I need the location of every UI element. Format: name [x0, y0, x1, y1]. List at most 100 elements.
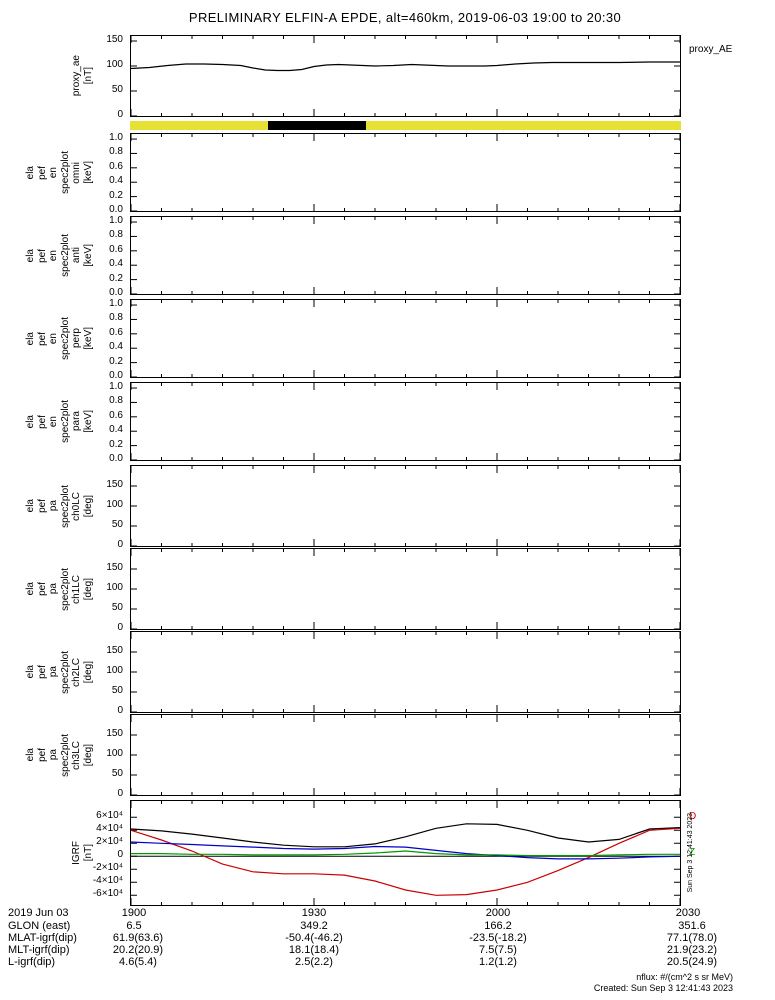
series-H-blue: [131, 841, 680, 860]
glon-value: 349.2: [300, 920, 328, 932]
ytick-label: 50: [111, 685, 123, 696]
en-anti-yticks: 0.0 0.2 0.4 0.6 0.8 1.0: [76, 215, 126, 298]
plot-title: PRELIMINARY ELFIN-A EPDE, alt=460km, 201…: [188, 10, 622, 25]
availability-bar: [130, 121, 681, 130]
ytick-label: 0.6: [109, 326, 123, 338]
ytick-label: 0.0: [109, 204, 123, 215]
ytick-label: 100: [106, 59, 123, 70]
ytick-label: 100: [106, 499, 123, 510]
en-omni-plotbox: [130, 133, 681, 212]
y-axis-label-word: pa: [48, 749, 59, 761]
ytick-label: 150: [106, 562, 123, 573]
ytick-label: 50: [111, 84, 123, 95]
en_para-canvas: [131, 383, 680, 460]
ytick-label: -6×10⁴: [92, 888, 123, 900]
y-axis-label-word: spec2plot: [59, 650, 71, 694]
panel-proxy-ae: proxy_ae [nT] 0 50 100 150 proxy_AE: [0, 35, 775, 120]
ytick-label: 0.4: [109, 175, 123, 187]
legend-Z: Z: [689, 846, 696, 858]
ytick-label: 0: [117, 849, 123, 861]
mlt-value: 20.2(20.9): [112, 944, 164, 956]
mlat-value: -23.5(-18.2): [469, 932, 527, 944]
ytick-label: 150: [106, 728, 123, 739]
mlat-value: 77.1(78.0): [666, 932, 718, 944]
y-axis-label-word: spec2plot: [59, 317, 71, 360]
ytick-label: 50: [111, 519, 123, 530]
ytick-label: 0.0: [109, 287, 123, 298]
panel-en-para: ela pef en spec2plot para [keV] 0.0 0.2 0.4 0.6 0…: [0, 382, 775, 464]
ytick-label: 50: [111, 602, 123, 613]
y-axis-label-word: spec2plot: [59, 151, 71, 194]
side-timestamp: Sun Sep 3 12:41:43 2023: [687, 799, 694, 907]
row-label-glon: GLON (east): [8, 920, 71, 932]
ytick-label: 0.4: [109, 341, 123, 353]
row-label-date: 2019 Jun 03: [8, 907, 69, 919]
ytick-label: 100: [106, 665, 123, 676]
igrf-canvas: [131, 801, 680, 905]
en-perp-plotbox: [130, 299, 681, 378]
y-axis-label-word: spec2plot: [59, 400, 71, 443]
y-axis-label-word: ela: [25, 582, 36, 596]
pa-ch1lc-plotbox: [130, 548, 681, 630]
x-tick-label: 2030: [675, 907, 701, 919]
y-axis-label-word: spec2plot: [59, 234, 71, 277]
x-tick-label: 1930: [301, 907, 327, 919]
ytick-label: 0.8: [109, 146, 123, 158]
y-axis-label-word: en: [48, 249, 59, 262]
pa_ch0lc-canvas: [131, 466, 680, 546]
y-axis-label-word: pef: [36, 582, 48, 596]
ytick-label: 0.8: [109, 229, 123, 241]
ytick-label: 1.0: [109, 298, 123, 310]
pa-ch0lc-yticks: 0 50 100 150: [76, 465, 126, 550]
y-axis-label-word: pef: [36, 331, 48, 346]
ytick-label: 0.0: [109, 453, 123, 464]
ytick-label: 0.4: [109, 424, 123, 436]
series-proxy_AE: [131, 61, 680, 72]
pa_ch3lc-canvas: [131, 715, 680, 795]
l-value: 1.2(1.2): [479, 956, 517, 968]
series-Z-green: [131, 850, 680, 857]
ytick-label: 0.6: [109, 160, 123, 172]
l-value: 2.5(2.2): [295, 956, 333, 968]
ytick-label: 150: [106, 479, 123, 490]
ytick-label: 0.0: [109, 370, 123, 381]
en_perp-canvas: [131, 300, 680, 377]
ytick-label: 0.2: [109, 272, 123, 284]
panel-en-omni: ela pef en spec2plot omni [keV] 0.0 0.2 0.4 0.6 0…: [0, 132, 775, 215]
igrf-plotbox: [130, 800, 681, 906]
ytick-label: 0.2: [109, 189, 123, 201]
y-axis-label-word: en: [48, 415, 59, 428]
panel-pa-ch0lc: ela pef pa spec2plot ch0LC [deg] 0 50 100 150: [0, 465, 775, 550]
l-value: 20.5(24.9): [666, 956, 718, 968]
proxy-ae-legend: proxy_AE: [689, 35, 775, 117]
x-tick-label: 2000: [485, 907, 511, 919]
y-axis-label-word: spec2plot: [59, 567, 71, 611]
pa-ch3lc-yticks: 0 50 100 150: [76, 714, 126, 799]
ytick-label: 0.6: [109, 243, 123, 255]
ytick-label: -2×10⁴: [92, 862, 123, 874]
en-perp-yticks: 0.0 0.2 0.4 0.6 0.8 1.0: [76, 298, 126, 381]
row-label-mlt: MLT-igrf(dip): [8, 944, 70, 956]
ytick-label: 0: [117, 705, 123, 716]
panel-igrf: IGRF [nT] 6×10⁴ 4×10⁴ 2×10⁴ 0 -2×10⁴ -4×10⁴ -6×…: [0, 800, 775, 906]
y-axis-label-word: ela: [25, 248, 36, 263]
en-omni-yticks: 0.0 0.2 0.4 0.6 0.8 1.0: [76, 132, 126, 215]
ytick-label: 1.0: [109, 132, 123, 144]
y-axis-label-word: pef: [36, 248, 48, 263]
y-axis-label-word: ela: [25, 414, 36, 429]
ytick-label: 50: [111, 768, 123, 779]
pa_ch2lc-canvas: [131, 632, 680, 712]
panel-pa-ch2lc: ela pef pa spec2plot ch2LC [deg] 0 50 100 150: [0, 631, 775, 716]
nflux-units-note: nflux: #/(cm^2 s sr MeV): [636, 972, 733, 982]
ytick-label: 0: [117, 622, 123, 633]
pa-ch1lc-yticks: 0 50 100 150: [76, 548, 126, 633]
panel-pa-ch1lc: ela pef pa spec2plot ch1LC [deg] 0 50 100 150: [0, 548, 775, 633]
pa_ch1lc-canvas: [131, 549, 680, 629]
y-axis-label-word: ela: [25, 331, 36, 346]
proxy-ae-yticks: 0 50 100 150: [76, 35, 126, 120]
panel-pa-ch3lc: ela pef pa spec2plot ch3LC [deg] 0 50 100 150: [0, 714, 775, 799]
y-axis-label-word: ela: [25, 665, 36, 679]
y-axis-label-word: ela: [25, 165, 36, 180]
ytick-label: 1.0: [109, 215, 123, 227]
